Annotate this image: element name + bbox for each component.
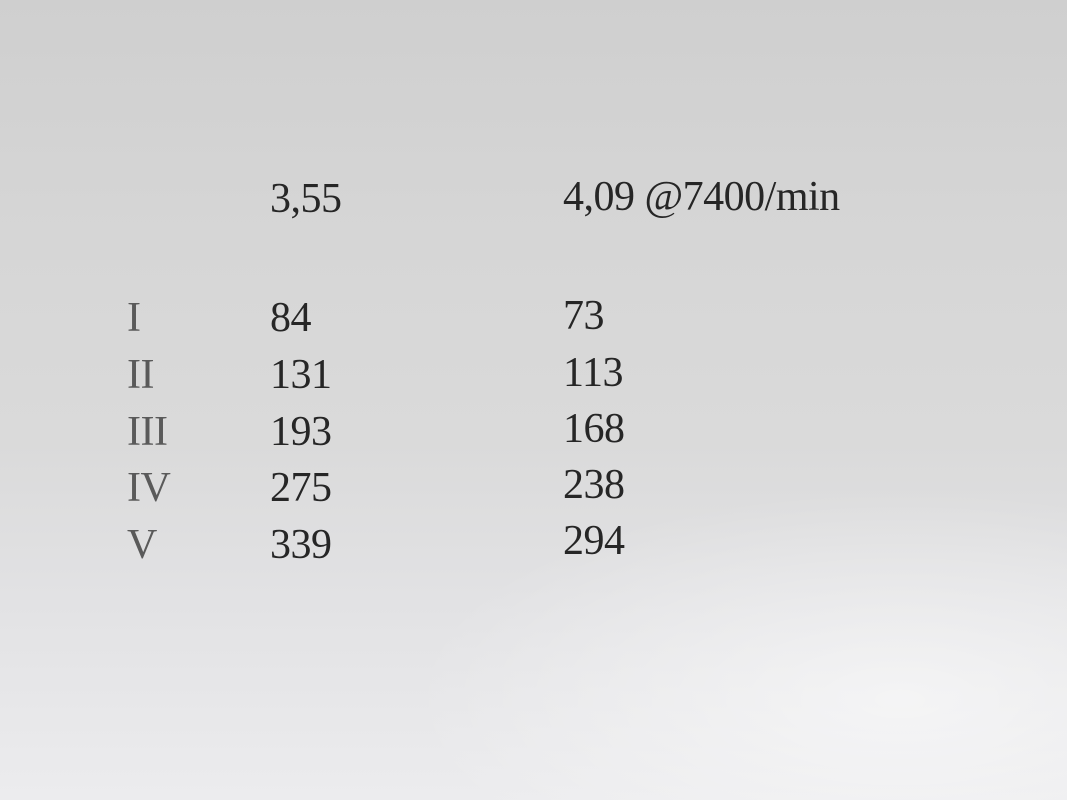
gear-label: IV: [127, 465, 171, 511]
value-col1: 275: [270, 465, 332, 511]
value-col2: 168: [563, 406, 625, 452]
value-col1: 84: [270, 295, 312, 341]
value-col1: 131: [270, 352, 332, 398]
gear-label: II: [127, 352, 154, 398]
gear-label: III: [127, 409, 168, 455]
header-ratio-2: 4,09 @7400/min: [563, 174, 840, 220]
header-ratio-1: 3,55: [270, 176, 342, 222]
value-col2: 73: [563, 293, 605, 339]
value-col1: 339: [270, 522, 332, 568]
gear-label: I: [127, 295, 141, 341]
value-col2: 238: [563, 462, 625, 508]
value-col2: 113: [563, 350, 623, 396]
value-col1: 193: [270, 409, 332, 455]
gear-label: V: [127, 522, 157, 568]
value-col2: 294: [563, 518, 625, 564]
